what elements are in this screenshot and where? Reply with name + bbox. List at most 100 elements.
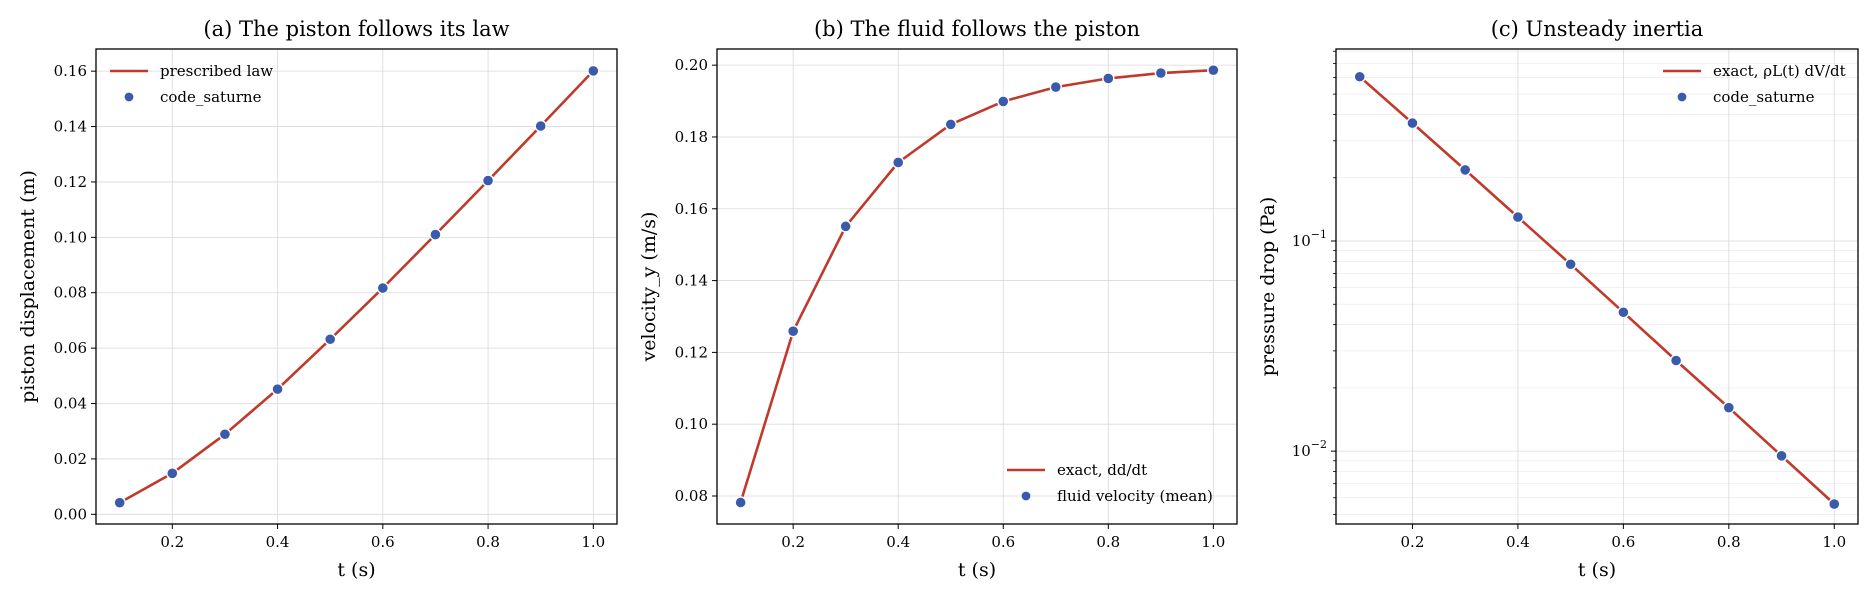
x-tick-label: 0.8 (1717, 533, 1741, 551)
plot-frame (95, 48, 618, 525)
chart-title: (a) The piston follows its law (203, 17, 509, 41)
y-tick-exponent: −1 (1311, 228, 1327, 241)
y-tick-label: 0.16 (675, 200, 708, 218)
data-point (1564, 258, 1577, 271)
series-points (113, 64, 600, 509)
data-point (1617, 306, 1630, 319)
data-point (1828, 497, 1841, 511)
y-tick-label: 0.10 (675, 415, 708, 433)
legend-point-swatch (123, 91, 135, 103)
y-tick-label: 0.02 (54, 450, 87, 468)
legend: prescribed law code_saturne (110, 62, 273, 106)
legend-label: prescribed law (160, 62, 273, 80)
legend: exact, dd/dt fluid velocity (mean) (1007, 461, 1213, 505)
data-point (271, 382, 284, 396)
y-tick-label: 0.00 (54, 505, 87, 523)
data-point (944, 118, 957, 131)
x-tick-label: 0.2 (160, 533, 184, 551)
legend-point-swatch (1020, 490, 1032, 502)
plot-frame (1335, 48, 1859, 525)
series-line (1358, 75, 1836, 505)
legend-point-swatch (1676, 91, 1688, 103)
legend-label: code_saturne (160, 88, 262, 106)
data-point (1775, 449, 1788, 463)
data-point (1207, 63, 1220, 77)
legend-label: code_saturne (1713, 88, 1815, 106)
y-tick-label: 10−1 (1292, 228, 1327, 250)
x-tick-label: 0.8 (476, 533, 500, 551)
data-point (1511, 210, 1525, 224)
x-tick-label: 0.4 (1506, 533, 1530, 551)
x-tick-label: 1.0 (1822, 533, 1846, 551)
y-axis-label: pressure drop (Pa) (1257, 197, 1279, 377)
x-tick-label: 0.4 (266, 533, 290, 551)
y-tick-label: 0.18 (675, 128, 708, 146)
y-tick-exponent: −2 (1311, 438, 1327, 451)
legend: exact, ρL(t) dV/dt code_saturne (1663, 62, 1846, 106)
data-point (218, 428, 232, 441)
y-axis-label: velocity_y (m/s) (638, 212, 660, 363)
x-axis-label: t (s) (958, 559, 996, 581)
data-point (1353, 70, 1366, 83)
data-point (113, 496, 126, 509)
y-tick-label: 0.14 (675, 272, 708, 290)
y-axis-label: piston displacement (m) (17, 170, 39, 403)
data-point (1406, 116, 1419, 130)
y-tick-label: 10−2 (1292, 438, 1327, 460)
x-tick-label: 0.4 (886, 533, 910, 551)
y-tick-label: 0.06 (54, 339, 87, 357)
data-point (892, 156, 905, 169)
data-point (323, 333, 337, 346)
data-point (734, 496, 747, 509)
series-line (739, 68, 1214, 503)
series-points (1353, 70, 1841, 511)
data-point (534, 119, 547, 133)
y-tick-label: 0.16 (54, 62, 87, 80)
x-tick-label: 1.0 (1201, 533, 1225, 551)
y-tick-label: 0.08 (54, 284, 87, 302)
x-tick-label: 0.2 (781, 533, 805, 551)
y-tick-label: 0.14 (54, 118, 87, 136)
x-tick-label: 0.6 (1611, 533, 1635, 551)
x-tick-label: 0.6 (991, 533, 1015, 551)
chart-title: (b) The fluid follows the piston (814, 17, 1140, 41)
x-tick-label: 0.6 (371, 533, 395, 551)
data-point (839, 220, 852, 233)
x-axis-label: t (s) (337, 559, 375, 581)
chart-panel-3: 0.2 0.4 0.6 0.8 1.010−210−1(c) Unsteady iner… (1257, 17, 1859, 581)
data-point (786, 324, 800, 338)
y-tick-label: 0.08 (675, 487, 708, 505)
grid (1336, 49, 1858, 524)
plot-frame (716, 48, 1238, 525)
data-point (166, 467, 179, 480)
data-point (1049, 80, 1062, 94)
data-point (429, 228, 442, 241)
legend-label: exact, dd/dt (1057, 461, 1147, 479)
y-tick-label: 0.12 (675, 343, 708, 361)
y-tick-base: 10 (1292, 232, 1311, 250)
series-points (734, 63, 1220, 509)
x-tick-label: 0.2 (1401, 533, 1425, 551)
data-point (1154, 66, 1168, 80)
x-tick-label: 0.8 (1096, 533, 1120, 551)
data-point (997, 95, 1010, 108)
y-tick-base: 10 (1292, 442, 1311, 460)
series-line (119, 70, 595, 504)
y-tick-label: 0.12 (54, 173, 87, 191)
data-point (376, 281, 390, 295)
legend-label: exact, ρL(t) dV/dt (1713, 62, 1846, 80)
legend-label: fluid velocity (mean) (1057, 487, 1213, 505)
data-point (1669, 354, 1683, 367)
grid (96, 49, 617, 524)
y-tick-label: 0.04 (54, 395, 87, 413)
y-tick-label: 0.20 (675, 56, 708, 74)
data-point (1722, 401, 1736, 414)
x-axis-label: t (s) (1578, 559, 1616, 581)
x-tick-label: 1.0 (581, 533, 605, 551)
chart-panel-2: 0.2 0.4 0.6 0.8 1.0 0.08 0.10 0.12 0.14 0.16 0.18 0… (638, 17, 1238, 581)
chart-panel-1: 0.2 0.4 0.6 0.8 1.0 0.00 0.02 0.04 0.06 0.08 0.10 0… (17, 17, 618, 581)
chart-title: (c) Unsteady inertia (1491, 17, 1704, 41)
data-point (481, 174, 495, 187)
